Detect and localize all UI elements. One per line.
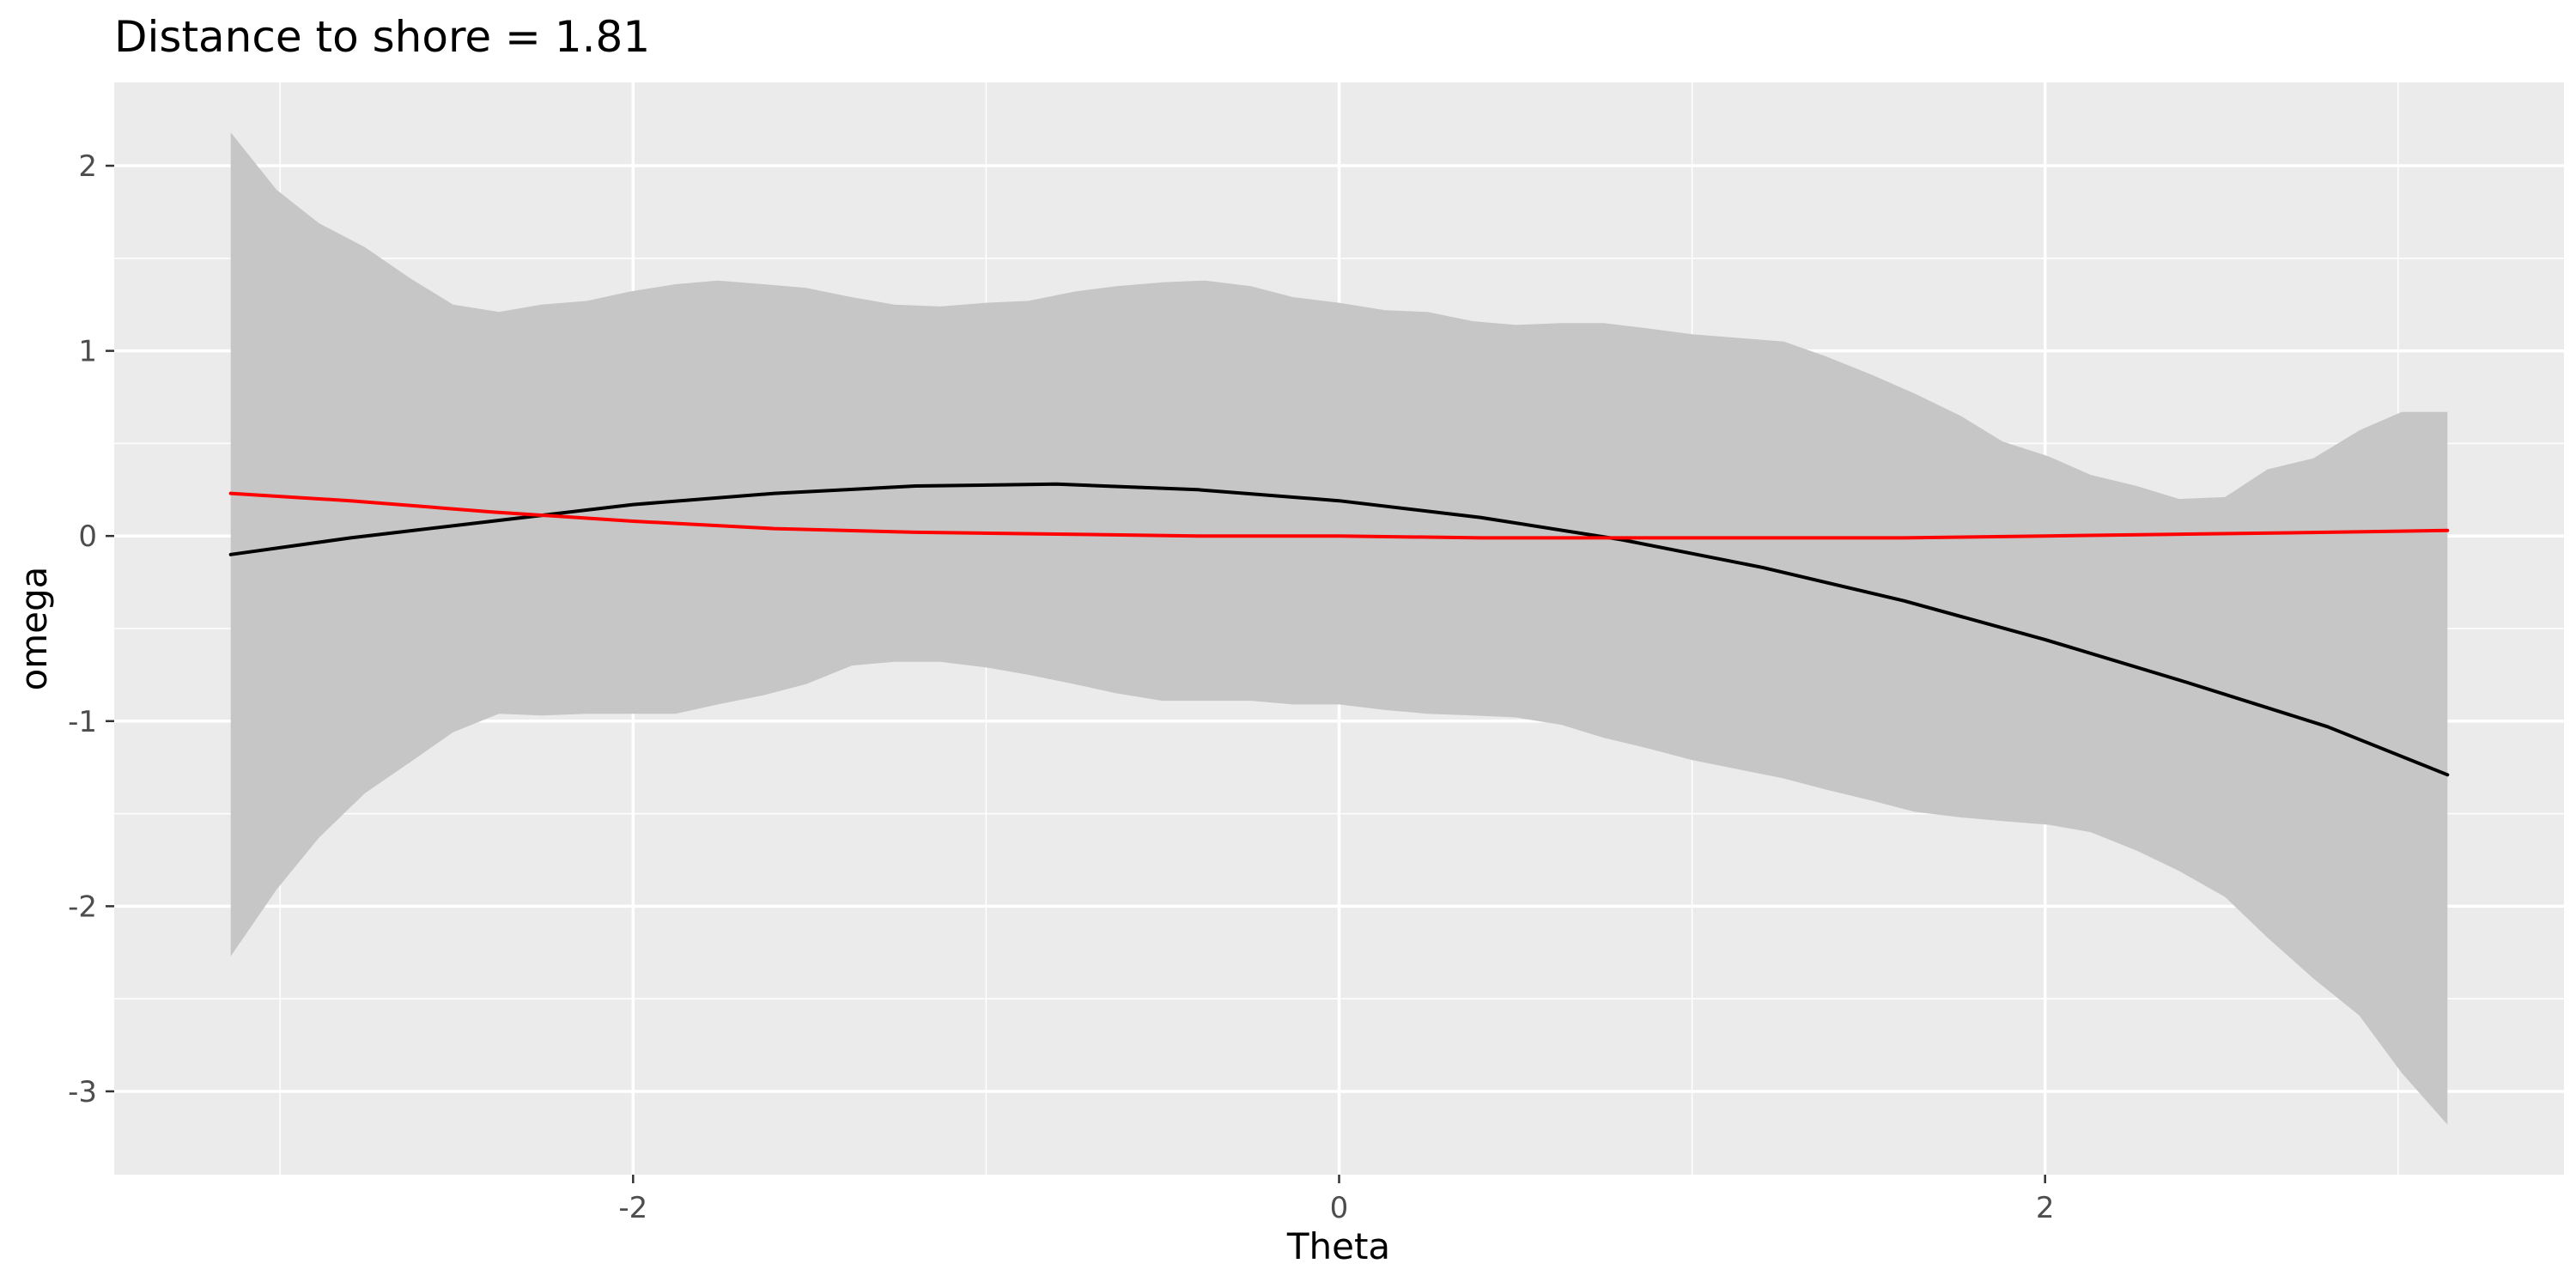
tick-labels: -2 0 2 -3 -2 -1 0 1 2 xyxy=(68,149,2054,1225)
x-tick-label: 0 xyxy=(1330,1191,1349,1225)
series-layer xyxy=(228,482,2450,777)
chart-title: Distance to shore = 1.81 xyxy=(114,12,650,62)
series-line-2 xyxy=(228,491,2450,540)
y-tick-label: -3 xyxy=(68,1075,97,1109)
x-tick-label: 2 xyxy=(2036,1191,2055,1225)
x-tick-label: -2 xyxy=(618,1191,647,1225)
ribbon-layer xyxy=(230,132,2448,1125)
y-tick-label: 0 xyxy=(78,519,97,554)
confidence-ribbon xyxy=(230,132,2448,1125)
y-tick-label: 2 xyxy=(78,149,97,184)
series-line-1 xyxy=(228,482,2450,777)
y-tick-label: 1 xyxy=(78,335,97,369)
y-axis-title: omega xyxy=(13,567,55,691)
y-tick-label: -1 xyxy=(68,705,97,739)
x-axis-title: Theta xyxy=(1286,1225,1390,1267)
axis-ticks xyxy=(106,164,2046,1183)
y-tick-label: -2 xyxy=(68,890,97,924)
